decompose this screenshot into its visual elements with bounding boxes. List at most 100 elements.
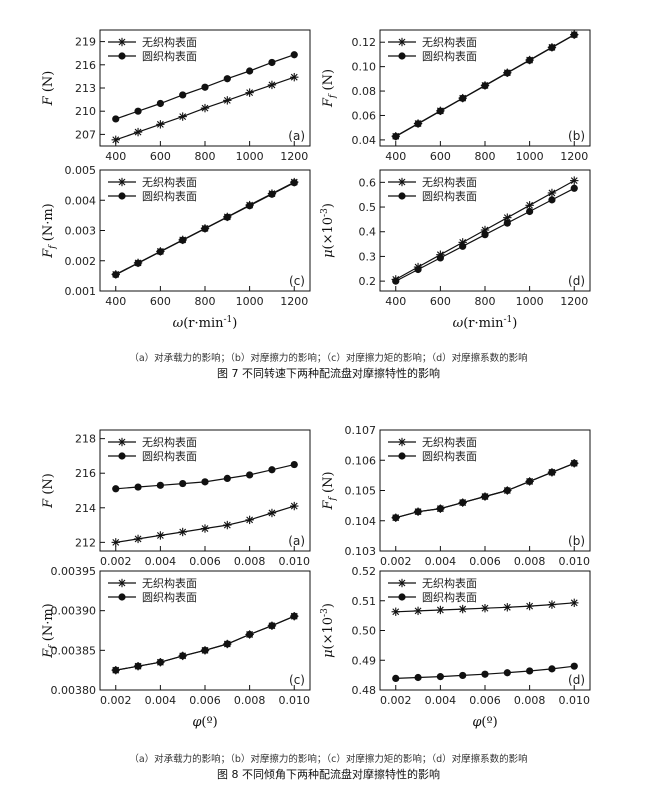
star-marker-stroke — [459, 605, 467, 613]
circle-marker — [570, 662, 578, 670]
star-marker-stroke — [118, 438, 126, 446]
x-tick-label: 0.002 — [380, 555, 412, 568]
circle-marker — [118, 593, 126, 601]
y-axis-label-text: Ff (N) — [321, 471, 338, 510]
y-tick-label: 0.00395 — [51, 565, 97, 578]
plot-frame — [99, 429, 311, 552]
y-axis-label-text: F (N) — [41, 71, 56, 107]
y-tick-label: 216 — [75, 467, 96, 480]
legend-label: 圆织构表面 — [142, 449, 197, 463]
circle-marker — [481, 670, 489, 678]
x-tick-label: 1200 — [560, 150, 588, 163]
y-tick-label: 0.2 — [359, 275, 377, 288]
star-marker-stroke — [570, 177, 578, 185]
x-tick-label: 600 — [430, 150, 451, 163]
circle-marker — [246, 471, 254, 479]
x-tick-label: 0.006 — [189, 555, 221, 568]
panel-label: (b) — [568, 534, 585, 548]
circle-marker — [112, 115, 120, 123]
y-axis-label-text: Ff (N) — [321, 69, 338, 108]
chart-panel-f7d: 0.2 0.3 0.4 0.5 0.6 400 600 800 1000 1200 无织构表面圆织构… — [320, 169, 591, 331]
y-axis-label: F (N) — [41, 71, 56, 107]
circle-marker — [459, 94, 467, 102]
y-tick-label: 0.04 — [352, 134, 377, 147]
star-marker-stroke — [156, 120, 164, 128]
x-tick-label: 800 — [475, 295, 496, 308]
circle-marker — [548, 43, 556, 52]
circle-marker — [436, 505, 444, 513]
star-marker-stroke — [223, 521, 231, 529]
series-line-2 — [395, 462, 575, 519]
star-marker-stroke — [290, 502, 298, 510]
x-tick-label: 600 — [150, 295, 171, 308]
legend-label: 无织构表面 — [142, 175, 197, 189]
y-tick-label: 0.06 — [352, 109, 377, 122]
chart-panel-f7b: 0.04 0.06 0.08 0.10 0.12 400 600 800 1000 1200 无织构… — [321, 29, 591, 163]
star-marker-stroke — [223, 96, 231, 104]
circle-marker — [526, 56, 534, 64]
plot-frame — [99, 570, 311, 691]
x-tick-label: 0.010 — [559, 555, 591, 568]
star-marker-stroke — [398, 438, 406, 446]
circle-marker — [112, 666, 120, 674]
circle-marker — [503, 669, 511, 677]
star-marker-stroke — [118, 178, 126, 186]
y-tick-label: 0.3 — [359, 250, 377, 263]
series-line-1 — [395, 462, 575, 519]
x-tick-label: 0.008 — [234, 694, 266, 707]
circle-marker — [179, 91, 187, 99]
y-tick-label: 0.001 — [65, 285, 97, 298]
x-tick-label: 0.002 — [100, 694, 132, 707]
circle-marker — [481, 492, 489, 501]
star-marker-stroke — [548, 601, 556, 609]
y-axis-label: μ(×10-3) — [320, 203, 336, 258]
circle-marker — [503, 219, 511, 227]
circle-marker — [156, 248, 164, 256]
star-marker-stroke — [201, 525, 209, 532]
circle-marker — [526, 207, 534, 216]
figure7-caption: 图 7 不同转速下两种配流盘对摩擦特性的影响 — [217, 367, 440, 380]
circle-marker — [118, 52, 126, 60]
circle-marker — [503, 486, 511, 495]
star-marker-stroke — [179, 113, 187, 121]
y-tick-label: 0.48 — [352, 684, 377, 697]
y-tick-label: 0.104 — [345, 515, 377, 528]
legend-label: 无织构表面 — [422, 576, 477, 590]
circle-marker — [201, 225, 209, 233]
y-tick-label: 0.08 — [352, 85, 377, 98]
circle-marker — [290, 460, 298, 469]
circle-marker — [481, 231, 489, 239]
star-marker-stroke — [179, 528, 187, 536]
chart-panel-f8a: 212 214 216 218 0.002 0.004 0.006 0.008 0.010 无织构… — [41, 429, 311, 568]
circle-marker — [548, 665, 556, 673]
panel-label: (a) — [288, 129, 305, 143]
y-tick-label: 0.105 — [345, 485, 377, 498]
legend-label: 圆织构表面 — [142, 49, 197, 63]
circle-marker — [201, 83, 209, 91]
x-tick-label: 0.008 — [514, 555, 546, 568]
star-marker-stroke — [112, 136, 120, 144]
circle-marker — [398, 52, 406, 60]
x-tick-label: 1000 — [516, 295, 544, 308]
y-tick-label: 207 — [75, 128, 96, 141]
y-axis-label-text: Ff (N·m) — [41, 203, 58, 259]
legend-label: 无织构表面 — [142, 35, 197, 49]
x-axis-label: φ(º) — [472, 715, 497, 730]
x-tick-label: 0.010 — [279, 555, 311, 568]
star-marker-stroke — [112, 538, 120, 546]
y-tick-label: 214 — [75, 502, 96, 515]
circle-marker — [112, 271, 120, 279]
circle-marker — [526, 667, 534, 675]
y-axis-label-text: Ff (N·m) — [41, 603, 58, 659]
star-marker-stroke — [526, 602, 534, 610]
circle-marker — [459, 499, 467, 507]
circle-marker — [112, 485, 120, 493]
x-tick-label: 0.004 — [145, 694, 177, 707]
star-marker-stroke — [436, 606, 444, 614]
y-tick-label: 0.50 — [352, 625, 377, 638]
y-tick-label: 0.00380 — [51, 684, 97, 697]
legend-label: 圆织构表面 — [142, 590, 197, 604]
circle-marker — [570, 184, 578, 192]
y-axis-label: Ff (N) — [321, 471, 338, 510]
legend-label: 圆织构表面 — [422, 590, 477, 604]
